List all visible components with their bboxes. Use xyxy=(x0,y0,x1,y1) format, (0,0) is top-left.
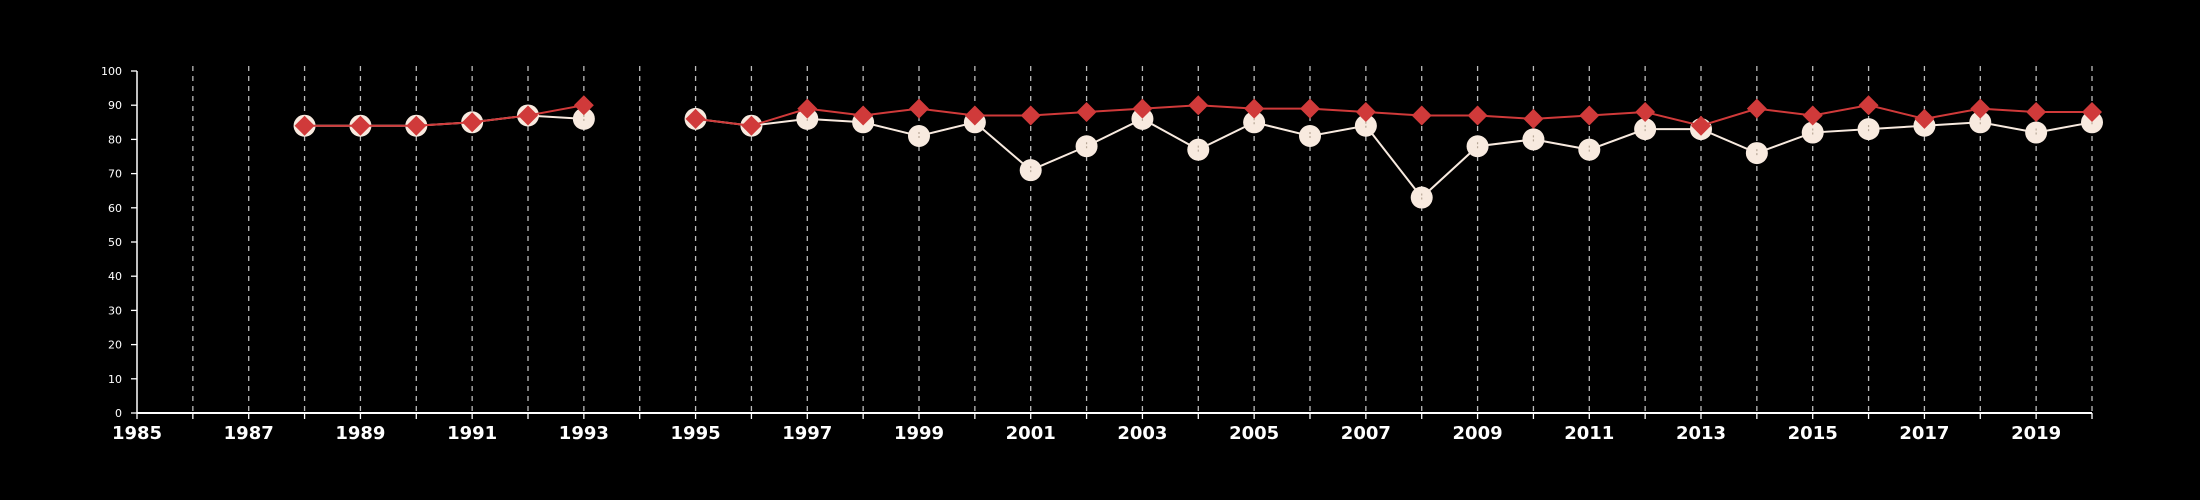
x-tick-label: 2005 xyxy=(1229,423,1279,444)
data-point-diamond xyxy=(741,115,762,136)
x-tick-label: 2017 xyxy=(1899,423,1949,444)
data-point-diamond xyxy=(462,112,483,133)
data-point-diamond xyxy=(1355,102,1376,123)
x-tick-label: 2001 xyxy=(1006,423,1056,444)
y-tick-label: 10 xyxy=(108,373,122,386)
data-point-diamond xyxy=(518,105,538,126)
x-tick-label: 2013 xyxy=(1676,423,1726,444)
data-point-diamond xyxy=(853,105,874,126)
x-tick-label: 1999 xyxy=(894,423,944,444)
series-2 xyxy=(294,95,2102,136)
data-point-diamond xyxy=(1970,98,1991,119)
y-tick-labels: 0 10 20 30 40 50 60 70 80 90 100 xyxy=(101,65,122,420)
data-point-diamond xyxy=(1746,98,1767,119)
y-tick-label: 50 xyxy=(108,236,122,249)
data-point-diamond xyxy=(406,115,427,136)
data-point-diamond xyxy=(1691,115,1711,136)
data-point-diamond xyxy=(2082,102,2102,123)
data-point-diamond xyxy=(1020,105,1041,126)
x-tick-label: 1993 xyxy=(559,423,609,444)
data-point-diamond xyxy=(350,115,371,136)
x-tick-label: 2009 xyxy=(1453,423,1503,444)
y-tick-label: 0 xyxy=(115,407,122,420)
y-tick-label: 30 xyxy=(108,304,122,317)
y-tick-label: 100 xyxy=(101,65,122,78)
vertical-gridlines xyxy=(192,66,2093,413)
data-point-diamond xyxy=(1523,108,1544,129)
x-tick-labels: 1985 1987 1989 1991 1993 1995 1997 1999 2001 2003… xyxy=(112,423,2061,444)
data-point-diamond xyxy=(1076,102,1097,123)
data-point-diamond xyxy=(1132,98,1153,119)
data-point-diamond xyxy=(909,98,929,119)
data-point-diamond xyxy=(1579,105,1600,126)
axes xyxy=(131,70,2093,419)
series-group xyxy=(293,95,2103,209)
x-tick-label: 1991 xyxy=(447,423,497,444)
y-tick-label: 60 xyxy=(108,202,122,215)
data-point-diamond xyxy=(1858,95,1879,116)
y-tick-label: 90 xyxy=(108,99,122,112)
data-point-diamond xyxy=(1188,95,1209,116)
data-point-diamond xyxy=(573,95,594,116)
data-point-diamond xyxy=(1467,105,1488,126)
data-point-diamond xyxy=(964,105,985,126)
x-tick-label: 2007 xyxy=(1341,423,1391,444)
x-tick-label: 2015 xyxy=(1788,423,1838,444)
x-tick-label: 2003 xyxy=(1117,423,1167,444)
x-tick-label: 1995 xyxy=(671,423,721,444)
x-tick-label: 1985 xyxy=(112,423,162,444)
x-tick-label: 1997 xyxy=(782,423,832,444)
y-tick-label: 40 xyxy=(108,270,122,283)
series-line xyxy=(695,104,2092,127)
x-tick-label: 1989 xyxy=(335,423,385,444)
data-point-diamond xyxy=(1411,105,1432,126)
data-point-diamond xyxy=(1914,108,1935,129)
data-point-diamond xyxy=(294,115,315,136)
y-tick-label: 70 xyxy=(108,168,122,181)
y-tick-label: 80 xyxy=(108,133,122,146)
series-line xyxy=(695,117,2093,200)
y-tick-label: 20 xyxy=(108,339,122,352)
data-point-diamond xyxy=(2026,102,2047,123)
x-tick-label: 2019 xyxy=(2011,423,2061,444)
data-point-diamond xyxy=(797,98,818,119)
data-point-diamond xyxy=(1635,102,1656,123)
data-point-diamond xyxy=(685,108,706,129)
data-point-diamond xyxy=(1802,105,1823,126)
x-tick-label: 2011 xyxy=(1564,423,1614,444)
data-point-diamond xyxy=(1300,98,1320,119)
data-point-diamond xyxy=(1244,98,1265,119)
x-tick-label: 1987 xyxy=(224,423,274,444)
